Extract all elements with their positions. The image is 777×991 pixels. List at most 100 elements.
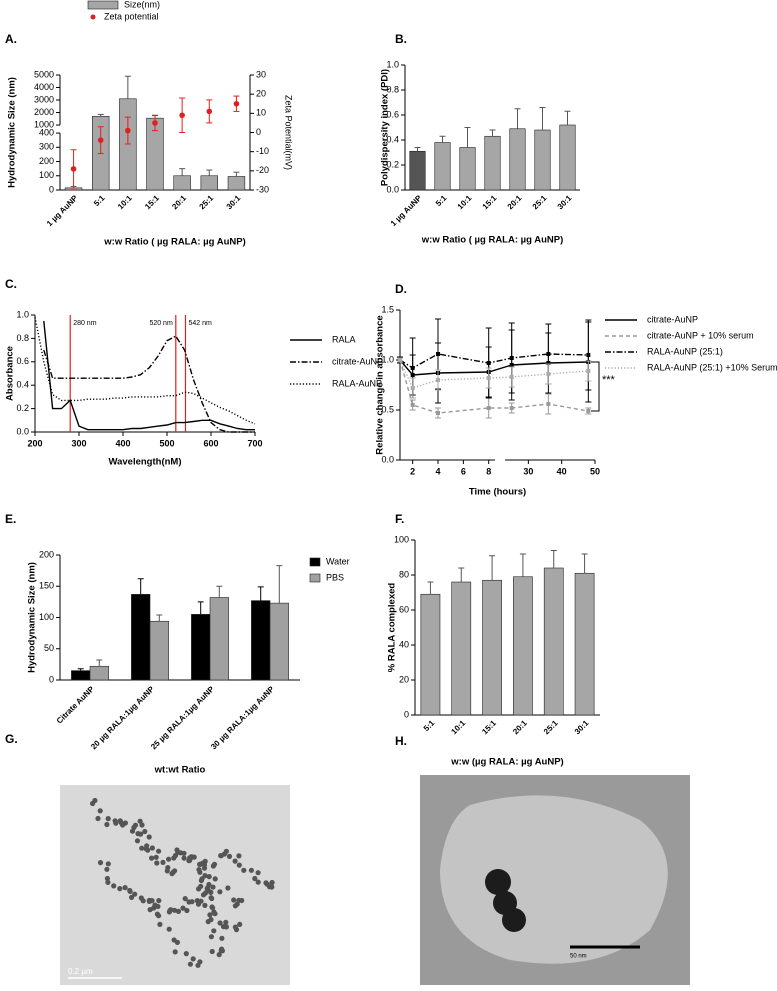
- bar: [173, 175, 191, 191]
- nanoparticle: [172, 907, 178, 913]
- panel-label: E.: [5, 512, 16, 526]
- x-tick-label: 8: [486, 466, 491, 476]
- nanoparticle: [202, 858, 208, 865]
- nanoparticle: [105, 879, 111, 886]
- nanoparticle: [104, 821, 110, 828]
- nanoparticle: [226, 853, 233, 860]
- nanoparticle: [232, 858, 238, 864]
- bar: [543, 567, 564, 716]
- point: [70, 166, 77, 172]
- nanoparticle: [166, 926, 172, 932]
- point: [97, 137, 104, 143]
- x-tick-label: 15:1: [143, 193, 161, 211]
- x-tick-label: 20:1: [506, 193, 524, 211]
- bar: [434, 142, 451, 191]
- nanoparticle: [206, 874, 212, 880]
- bar: [482, 579, 502, 716]
- nanoparticle: [154, 911, 160, 917]
- legend-swatch: [87, 0, 119, 10]
- nanoparticle: [160, 859, 166, 866]
- x-tick-label: 300: [71, 438, 86, 448]
- nanoparticle: [97, 860, 104, 866]
- x-tick-label: 2: [410, 466, 415, 476]
- annotation: 520 nm: [149, 320, 173, 327]
- x-tick-label: 5:1: [434, 193, 449, 208]
- nanoparticle: [97, 808, 103, 814]
- nanoparticle: [90, 800, 96, 807]
- x-tick-label: 200: [27, 438, 42, 448]
- legend-label: citrate-AuNP: [647, 314, 698, 324]
- y-tick-label: 300: [39, 142, 54, 152]
- bar: [484, 135, 501, 191]
- marker: [546, 352, 551, 356]
- nanoparticle: [155, 903, 161, 910]
- point: [152, 120, 158, 126]
- marker: [436, 411, 441, 415]
- nanoparticle: [186, 899, 192, 905]
- nanoparticle: [218, 853, 224, 859]
- nanoparticle: [231, 897, 237, 903]
- legend-swatch: [90, 14, 96, 20]
- x-tick-label: 20:1: [511, 718, 529, 736]
- nanoparticle: [241, 867, 247, 873]
- x-tick-label: 25:1: [198, 193, 216, 211]
- nanoparticle: [181, 850, 187, 856]
- y2-tick-label: -30: [256, 184, 269, 194]
- point: [179, 112, 185, 119]
- legend-label: RALA-AuNP (25:1): [647, 346, 723, 356]
- nanoparticle: [216, 952, 222, 958]
- y-tick-label: 3000: [34, 94, 54, 104]
- nanoparticle: [104, 875, 110, 882]
- nanoparticle: [225, 885, 231, 891]
- y-axis-label: Hydrodynamic Size (nm): [7, 77, 18, 188]
- nanoparticle: [196, 867, 202, 873]
- bar: [209, 597, 229, 681]
- y-tick-label: 0.8: [386, 84, 399, 94]
- bar: [559, 124, 576, 191]
- nanoparticle: [218, 947, 224, 954]
- x-tick-label: 25:1: [542, 718, 560, 736]
- y-tick-label: 0.6: [16, 356, 29, 366]
- x-tick-label: 15:1: [481, 193, 499, 211]
- nanoparticle: [129, 828, 136, 834]
- y-tick-label: 0: [49, 184, 54, 194]
- bar: [89, 665, 109, 681]
- x-tick-label: 20:1: [170, 193, 188, 211]
- nanoparticle: [223, 919, 229, 925]
- nanoparticle: [210, 884, 216, 890]
- bar: [534, 129, 551, 191]
- y-tick-label: 200: [39, 549, 54, 559]
- nanoparticle: [164, 868, 170, 874]
- nanoparticle: [239, 897, 245, 904]
- nanoparticles: [90, 797, 275, 968]
- marker: [546, 372, 551, 376]
- nanoparticle: [211, 928, 217, 934]
- x-tick-label: 500: [159, 438, 174, 448]
- point: [233, 100, 240, 107]
- nanoparticle: [502, 908, 526, 932]
- marker: [410, 366, 415, 370]
- nanoparticle: [199, 876, 205, 882]
- bar: [251, 600, 271, 681]
- nanoparticle: [207, 912, 213, 918]
- bar: [513, 576, 533, 716]
- point: [206, 108, 213, 115]
- nanoparticle: [236, 853, 242, 859]
- marker: [586, 409, 591, 413]
- legend-label: Zeta potential: [104, 11, 159, 21]
- y-axis-label: Absorbance: [5, 346, 16, 401]
- marker: [546, 402, 551, 406]
- annotation: ***: [602, 374, 616, 386]
- nanoparticle: [138, 831, 144, 837]
- x-tick-label: 10:1: [449, 718, 467, 736]
- nanoparticle: [132, 891, 138, 897]
- panel-label: G.: [5, 732, 18, 746]
- nanoparticle: [117, 886, 123, 892]
- panel-label: D.: [395, 282, 407, 296]
- y2-tick-label: -10: [256, 146, 269, 156]
- nanoparticle: [182, 896, 188, 902]
- marker: [586, 369, 591, 373]
- nanoparticle: [156, 898, 162, 904]
- bar: [409, 150, 426, 191]
- nanoparticle: [117, 818, 123, 824]
